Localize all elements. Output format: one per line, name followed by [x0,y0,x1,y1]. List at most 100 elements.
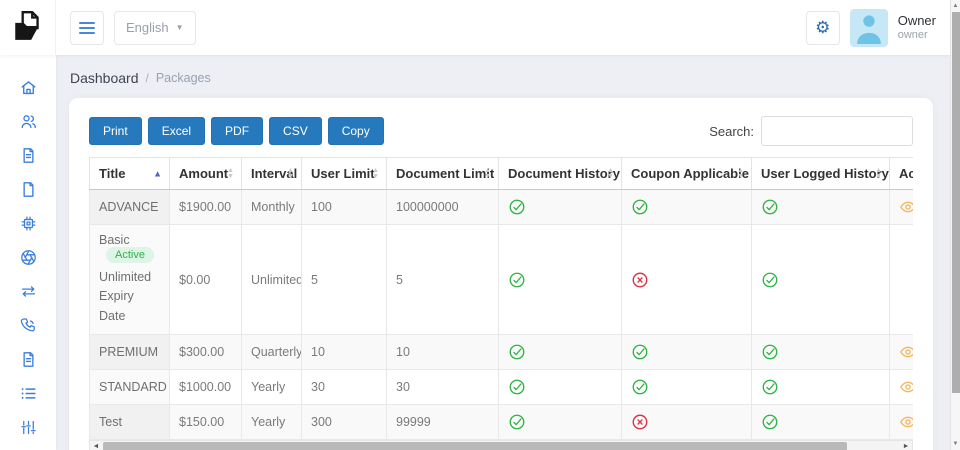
settings-button[interactable]: ⚙ [805,10,840,45]
sidebar-toggle-button[interactable] [70,10,104,45]
sort-both-icon: ▲ ▼ [227,166,234,180]
cell-amount: $0.00 [169,223,242,336]
export-buttons: Print Excel PDF CSV Copy [89,117,390,145]
sort-both-icon: ▲ ▼ [875,166,882,180]
cell-title: ADVANCE [89,189,170,225]
table-row: STANDARD $1000.00 Yearly 30 30 [89,369,913,406]
cell-document-limit: 5 [386,223,499,336]
sidebar-item-cpu-icon[interactable] [0,208,56,242]
cell-title: Test [89,404,170,441]
home-icon [19,78,38,100]
scroll-down-arrow-icon[interactable]: ▼ [952,441,959,447]
sidebar-item-list-icon[interactable] [0,378,56,412]
cell-action [889,369,913,406]
view-eye-icon[interactable] [899,198,913,216]
transfer-arrows-icon [19,282,38,304]
scroll-right-arrow-icon[interactable]: ► [902,443,910,450]
chevron-down-icon: ▼ [175,23,184,32]
table-row: PREMIUM $300.00 Quarterly 10 10 [89,334,913,371]
sort-both-icon: ▲ ▼ [607,166,614,180]
aperture-icon [19,248,38,270]
app-logo[interactable] [0,0,56,55]
sidebar-item-aperture-icon[interactable] [0,242,56,276]
view-eye-icon[interactable] [899,413,913,431]
cell-action [889,404,913,441]
search-input[interactable] [761,116,913,146]
export-csv-button[interactable]: CSV [269,117,322,145]
document-icon [19,180,38,202]
export-copy-button[interactable]: Copy [327,117,384,145]
horizontal-scrollbar[interactable]: ◄ ► [89,440,913,450]
column-header-amount[interactable]: Amount ▲ ▼ [169,157,242,190]
column-header-title[interactable]: Title ▲ [89,157,170,190]
export-excel-button[interactable]: Excel [147,117,206,145]
table-toolbar: Print Excel PDF CSV Copy Search: [89,116,913,146]
view-eye-icon[interactable] [899,378,913,396]
cell-amount: $150.00 [169,404,242,441]
column-header-coupon-applicable[interactable]: Coupon Applicable ▲ ▼ [621,157,752,190]
column-header-action[interactable]: Action▲▼ [889,157,913,190]
avatar[interactable] [849,8,888,47]
report-icon [19,350,38,372]
cell-amount: $300.00 [169,334,242,371]
cell-interval: Yearly [241,369,302,406]
x-circle-icon [631,413,742,431]
check-circle-icon [631,198,742,216]
column-label: Title [99,166,126,181]
cell-user-logged-history [751,404,890,441]
person-icon [850,9,888,47]
export-pdf-button[interactable]: PDF [211,117,264,145]
users-icon [19,112,38,134]
language-dropdown[interactable]: English ▼ [114,10,196,45]
column-header-user-limit[interactable]: User Limit ▲ ▼ [301,157,387,190]
breadcrumb-dashboard[interactable]: Dashboard [70,70,139,86]
cell-document-history [498,334,622,371]
horizontal-scrollbar-thumb[interactable] [103,442,847,450]
packages-card: Print Excel PDF CSV Copy Search: Title ▲ Amoun… [69,98,933,450]
cell-user-limit: 30 [301,369,387,406]
sidebar-item-sliders-icon[interactable] [0,412,56,446]
language-label: English [126,20,169,35]
cell-document-history [498,189,622,225]
scroll-up-arrow-icon[interactable]: ▲ [952,3,959,9]
check-circle-icon [761,198,880,216]
sidebar-item-users-icon[interactable] [0,106,56,140]
table-viewport: Title ▲ Amount ▲ ▼ Interval ▲ ▼ User Limit ▲ ▼ Docu… [89,157,913,441]
column-label: User Logged History [761,166,889,181]
sidebar-item-home-icon[interactable] [0,72,56,106]
vertical-scrollbar-thumb[interactable] [952,12,960,393]
package-title: ADVANCE [99,200,159,214]
topbar: English ▼ ⚙ Owner owner [0,0,950,55]
cell-interval: Quarterly [241,334,302,371]
view-eye-icon[interactable] [899,343,913,361]
cell-document-limit: 100000000 [386,189,499,225]
column-header-document-history[interactable]: Document History ▲ ▼ [498,157,622,190]
package-title: STANDARD [99,380,167,395]
check-circle-icon [508,198,612,216]
column-header-interval[interactable]: Interval ▲ ▼ [241,157,302,190]
vertical-scrollbar[interactable]: ▲ ▼ [950,0,960,450]
sidebar-item-document-icon[interactable] [0,174,56,208]
scroll-left-arrow-icon[interactable]: ◄ [92,443,100,450]
sidebar-item-report-icon[interactable] [0,344,56,378]
sort-both-icon: ▲ ▼ [737,166,744,180]
cell-document-limit: 99999 [386,404,499,441]
check-circle-icon [508,271,612,289]
cell-document-limit: 10 [386,334,499,371]
cell-interval: Yearly [241,404,302,441]
main-content: Dashboard / Packages Print Excel PDF CSV Cop… [56,55,950,450]
cell-title: PREMIUM [89,334,170,371]
sidebar-item-document-text-icon[interactable] [0,140,56,174]
breadcrumb-separator: / [145,71,149,85]
table-row: BasicActive Unlimited Expiry Date $0.00 Unl… [89,223,913,336]
column-label: Document History [508,166,620,181]
column-header-document-limit[interactable]: Document Limit ▲ ▼ [386,157,499,190]
phone-icon [19,316,38,338]
cell-title: STANDARD [89,369,170,406]
sidebar-item-transfer-arrows-icon[interactable] [0,276,56,310]
cell-user-logged-history [751,369,890,406]
sidebar-item-phone-icon[interactable] [0,310,56,344]
column-label: User Limit [311,166,375,181]
export-print-button[interactable]: Print [89,117,142,145]
column-header-user-logged-history[interactable]: User Logged History ▲ ▼ [751,157,890,190]
